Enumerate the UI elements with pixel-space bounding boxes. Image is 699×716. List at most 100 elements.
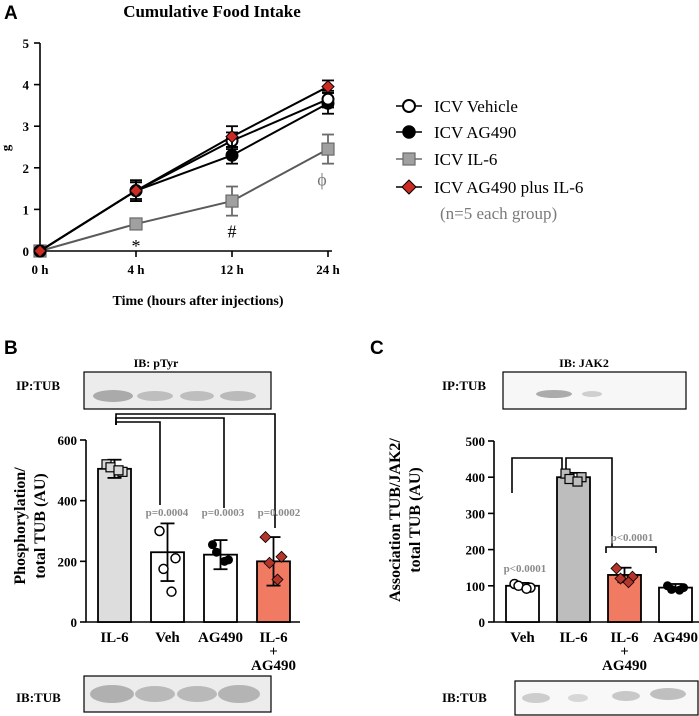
c-category-label: +	[620, 644, 629, 660]
a-point-diamond	[129, 183, 143, 198]
a-point-diamond	[321, 79, 335, 94]
a-y-tick-label: 5	[23, 36, 30, 51]
c-bar-group: Veh p<0.0001	[504, 563, 547, 646]
b-category-label: AG490	[251, 658, 296, 674]
legend-marker-diamond	[401, 179, 417, 195]
a-significance-mark: #	[228, 222, 237, 242]
legend-entry-il6: ICV IL-6	[396, 150, 497, 169]
c-category-label: IL-6	[610, 630, 639, 646]
a-series-1	[33, 92, 335, 258]
panel-a-legend: ICV Vehicle ICV AG490 ICV IL-6 ICV AG490…	[396, 97, 583, 223]
a-significance-mark: ϕ	[317, 170, 326, 190]
legend-note: (n=5 each group)	[440, 204, 557, 223]
b-bar	[97, 467, 132, 623]
b-bar-group: Veh p=0.0004	[146, 507, 189, 646]
a-series-line	[39, 85, 329, 252]
b-data-point	[113, 465, 124, 476]
b-category-label: AG490	[198, 630, 243, 646]
legend-marker-filled-circle	[402, 125, 416, 139]
a-x-tick-label: 24 h	[316, 262, 340, 277]
legend-marker-open-circle	[402, 99, 416, 113]
panel-c-blot-label: IP:TUB	[442, 378, 486, 393]
a-series-2	[33, 133, 335, 258]
c-category-label: IL-6	[559, 630, 588, 646]
panel-a-xlabel: Time (hours after injections)	[113, 294, 284, 309]
c-bar-group: IL-6+AG490 p<0.0001	[602, 532, 653, 674]
a-series-line	[39, 148, 329, 252]
b-bar-group: IL-6	[97, 458, 132, 646]
b-data-point	[158, 563, 169, 575]
b-category-label: IL-6	[100, 630, 129, 646]
c-y-tick-label: 200	[466, 543, 486, 558]
c-data-point	[614, 572, 627, 585]
legend-label-il6: ICV IL-6	[434, 150, 497, 169]
legend-entry-ag490-il6: ICV AG490 plus IL-6	[396, 178, 583, 197]
b-data-point	[154, 525, 165, 537]
a-point-square	[129, 217, 143, 231]
b-data-point	[220, 556, 229, 566]
panel-a-annotations: * # ϕ	[132, 170, 327, 256]
a-point-diamond	[225, 129, 239, 144]
c-y-tick-label: 300	[466, 506, 486, 521]
legend-entry-vehicle: ICV Vehicle	[396, 97, 518, 116]
panel-b-tub-blot	[83, 675, 272, 713]
c-pvalue: p<0.0001	[611, 532, 654, 544]
c-y-tick-label: 500	[466, 434, 486, 449]
b-y-tick-label: 200	[58, 554, 78, 569]
b-bar-group: AG490 p=0.0003	[198, 507, 245, 646]
panel-c-jak2-blot	[502, 371, 687, 410]
a-point-circle	[321, 92, 335, 106]
b-category-label: Veh	[155, 630, 180, 646]
b-category-label: +	[269, 644, 278, 660]
legend-entry-ag490: ICV AG490	[396, 123, 516, 142]
panel-c-letter: C	[370, 338, 384, 359]
a-x-tick-label: 12 h	[220, 262, 244, 277]
b-category-label: IL-6	[259, 630, 288, 646]
a-y-tick-label: 2	[23, 161, 30, 176]
legend-label-ag490: ICV AG490	[434, 123, 516, 142]
panel-c-blot-title: IB: JAK2	[559, 356, 609, 370]
c-data-point	[667, 584, 676, 594]
panel-c-ylabel-line2: total TUB (AU)	[407, 467, 424, 572]
panel-c-tub-blot	[514, 680, 699, 716]
c-pvalue: p<0.0001	[504, 563, 547, 575]
a-significance-mark: *	[132, 236, 141, 256]
panel-c-brackets	[511, 457, 657, 553]
a-x-tick-label: 0 h	[32, 262, 50, 277]
b-y-tick-label: 400	[58, 494, 78, 509]
panel-b-blot-title: IB: pTyr	[134, 356, 179, 370]
panel-b-loading-label: IB:TUB	[16, 690, 61, 705]
b-data-point	[212, 547, 221, 557]
c-category-label: AG490	[602, 658, 647, 674]
panel-c-ylabel-line1: Association TUB/JAK2/	[387, 438, 404, 602]
panel-b-letter: B	[4, 338, 18, 359]
a-point-circle	[225, 148, 239, 162]
panel-a-ylabel: g	[0, 144, 13, 151]
b-pvalue: p=0.0002	[258, 507, 301, 519]
panel-a-letter: A	[4, 3, 18, 24]
b-data-point	[208, 540, 217, 550]
b-data-point	[166, 586, 177, 597]
panel-c-loading-label: IB:TUB	[442, 690, 487, 705]
c-data-point	[521, 583, 532, 594]
b-pvalue: p=0.0004	[146, 507, 189, 519]
c-data-point	[675, 585, 684, 595]
panel-b-bars: IL-6 Vehp=0.0004AG490p=0.0003IL-6+AG490p=…	[97, 458, 301, 674]
legend-label-ag490-il6: ICV AG490 plus IL-6	[434, 178, 583, 197]
c-y-tick-label: 100	[466, 579, 486, 594]
c-data-point	[622, 576, 635, 589]
c-y-tick-label: 400	[466, 470, 486, 485]
a-series-line	[39, 102, 329, 252]
b-y-tick-label: 600	[58, 433, 78, 448]
a-y-tick-label: 4	[23, 78, 30, 93]
a-point-square	[321, 142, 335, 156]
panel-b-brackets	[115, 413, 276, 528]
panel-a-axes: 0 1 2 3 4 5 0 h 4 h 12 h 24 h	[23, 36, 341, 277]
c-bar	[556, 476, 591, 623]
c-category-label: AG490	[653, 630, 698, 646]
a-x-tick-label: 4 h	[128, 262, 146, 277]
c-bar-group: IL-6	[556, 468, 591, 646]
c-category-label: Veh	[510, 630, 535, 646]
